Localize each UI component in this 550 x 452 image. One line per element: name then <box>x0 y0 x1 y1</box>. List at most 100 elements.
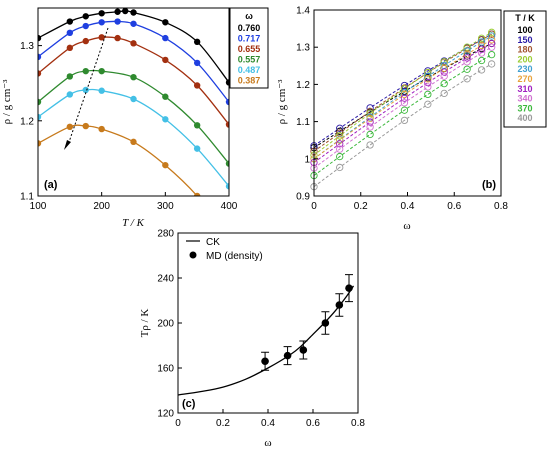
data-point <box>463 58 471 66</box>
y-tick-label: 200 <box>157 319 174 330</box>
data-point <box>366 118 374 126</box>
y-tick-label: 280 <box>157 229 174 240</box>
data-point <box>130 95 137 103</box>
y-tick-label: 1.1 <box>20 192 34 203</box>
data-point <box>366 109 374 118</box>
panel-b-xlabel: ω <box>403 220 410 232</box>
data-point <box>82 37 89 45</box>
data-point <box>477 49 486 57</box>
legend-entry-100: 100 <box>517 25 532 35</box>
data-point <box>463 75 471 83</box>
legend-entry-180: 180 <box>517 45 532 55</box>
y-tick-label: 1.1 <box>296 117 310 128</box>
panel-a-frame <box>37 7 230 197</box>
x-tick-label: 0.4 <box>261 418 275 429</box>
x-tick-label: 0 <box>175 418 181 429</box>
data-point <box>463 43 471 51</box>
data-point <box>66 18 74 25</box>
panel-a-label: (a) <box>44 179 58 191</box>
data-point <box>463 50 471 58</box>
md-point <box>321 319 330 327</box>
data-point <box>477 45 486 53</box>
legend-a-title: ω <box>245 11 253 21</box>
data-point <box>366 123 374 131</box>
data-point <box>463 54 471 62</box>
data-point <box>336 140 344 148</box>
series-line-340 <box>313 46 492 169</box>
data-point <box>440 68 448 76</box>
data-point <box>463 52 471 60</box>
data-point <box>400 81 409 90</box>
panel-c-xlabel: ω <box>264 437 271 449</box>
data-point <box>193 38 201 46</box>
data-point <box>162 161 169 169</box>
data-point <box>66 44 74 52</box>
data-point <box>424 100 432 108</box>
data-point <box>82 22 89 30</box>
data-point <box>400 106 409 114</box>
data-point <box>225 121 229 128</box>
data-point <box>193 122 201 129</box>
data-point <box>38 140 42 147</box>
data-point <box>477 66 486 74</box>
ck-curve <box>177 285 355 396</box>
data-point <box>114 8 121 15</box>
legend-entry-150: 150 <box>517 35 532 45</box>
y-tick-label: 1.4 <box>296 6 310 17</box>
data-point <box>336 124 344 132</box>
data-point <box>477 34 486 42</box>
data-point <box>487 39 496 48</box>
x-tick-label: 200 <box>93 201 110 212</box>
x-tick-label: 0.2 <box>216 418 230 429</box>
data-point <box>487 36 496 44</box>
legend-entry-400: 400 <box>517 113 532 123</box>
data-point <box>440 64 448 72</box>
data-point <box>366 114 374 122</box>
data-point <box>193 192 201 196</box>
data-point <box>130 73 137 81</box>
panel-b: 0 0.2 0.4 0.6 0.8 0.9 1 1.1 1.2 1.3 1.4 (b) ω ρ / … <box>276 6 547 232</box>
data-point <box>400 88 409 97</box>
arrow-shaft <box>67 27 109 146</box>
series-line-0.760 <box>38 10 229 83</box>
data-point <box>130 40 137 47</box>
y-tick-label: 1.2 <box>296 80 310 91</box>
panel-b-ylabel: ρ / g cm⁻³ <box>276 79 288 125</box>
y-tick-label: 240 <box>157 274 174 285</box>
series-line-400 <box>313 63 492 188</box>
data-point <box>400 94 409 102</box>
data-point <box>162 56 169 64</box>
data-point <box>366 104 374 112</box>
legend-entry-0.557: 0.557 <box>238 55 261 65</box>
y-tick-label: 0.9 <box>296 192 310 203</box>
data-point <box>400 85 409 93</box>
data-point <box>400 99 409 107</box>
data-point <box>487 43 496 51</box>
legend-entry-230: 230 <box>517 64 532 74</box>
data-point <box>477 41 486 50</box>
data-point <box>193 145 201 152</box>
data-point <box>193 82 201 89</box>
data-point <box>114 34 121 42</box>
data-point <box>424 78 432 87</box>
data-point <box>487 30 496 38</box>
data-point <box>366 141 374 149</box>
data-point <box>226 234 232 240</box>
data-point <box>98 125 105 133</box>
panel-a-xlabel: T / K <box>122 217 144 229</box>
data-point <box>98 87 105 94</box>
data-point <box>225 183 229 190</box>
legend-b-title: T / K <box>515 13 535 23</box>
legend-entry-0.387: 0.387 <box>238 76 261 86</box>
data-point <box>225 79 229 86</box>
series-line-230 <box>313 35 492 160</box>
series-line-0.655 <box>38 36 229 126</box>
data-point <box>130 9 137 16</box>
y-tick-label: 1.2 <box>20 116 34 127</box>
data-point <box>400 90 409 99</box>
series-line-310 <box>313 43 492 163</box>
legend-md-label: MD (density) <box>206 251 263 262</box>
legend-entry-340: 340 <box>517 94 532 104</box>
data-point <box>82 13 89 20</box>
